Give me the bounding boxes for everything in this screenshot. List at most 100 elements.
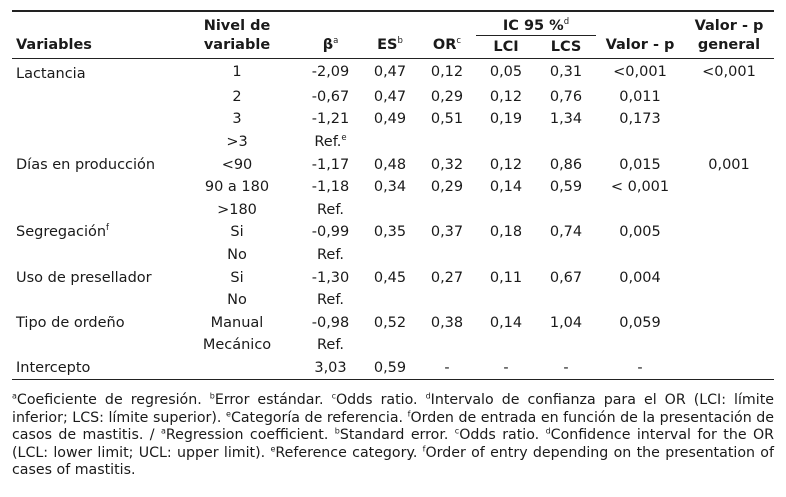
cell-variable (12, 131, 175, 154)
cell-beta: Ref. (316, 201, 344, 218)
cell-variable (12, 289, 175, 312)
cell-variable (12, 244, 175, 267)
cell-p (596, 199, 684, 222)
cell-pg (684, 289, 774, 312)
cell-pg (684, 176, 774, 199)
cell-variable: Días en producción (16, 156, 156, 173)
cell-nivel: Mecánico (202, 337, 272, 354)
cell-es (362, 289, 418, 312)
cell-nivel: 2 (232, 88, 242, 105)
table-row: >180 Ref. (12, 199, 774, 222)
cell-pg (684, 108, 774, 131)
table-row: Mecánico Ref. (12, 334, 774, 357)
cell-lcs: 0,67 (549, 269, 583, 286)
cell-nivel: No (227, 247, 247, 264)
cell-nivel: <90 (221, 156, 253, 173)
table-row: No Ref. (12, 289, 774, 312)
cell-variable (12, 86, 175, 109)
cell-nivel: Si (230, 269, 244, 286)
cell-or: 0,12 (430, 64, 464, 81)
footnote-text: Order of entry depending on the presenta… (12, 444, 774, 479)
cell-es: 0,34 (373, 179, 407, 196)
footnote-text: Orden de entrada en función de la presen… (12, 409, 775, 444)
footnote-marker: f (407, 409, 411, 419)
cell-lci: 0,19 (489, 111, 523, 128)
cell-variable (12, 176, 175, 199)
table-row: Lactancia 1 -2,09 0,47 0,12 0,05 0,31 <0,001 <0,… (12, 59, 774, 86)
regression-table: Nivel de IC 95 %d Valor - p Variables va… (12, 10, 774, 381)
cell-nivel: Manual (210, 314, 264, 331)
header-variables: Variables (12, 35, 175, 59)
footnote-marker: c (331, 391, 336, 401)
cell-beta: -1,18 (311, 179, 350, 196)
cell-lcs: 0,31 (549, 64, 583, 81)
cell-or (418, 244, 476, 267)
cell-lci: 0,14 (489, 179, 523, 196)
cell-or: 0,51 (430, 111, 464, 128)
header-lcs: LCS (536, 35, 596, 59)
cell-lcs (536, 334, 596, 357)
footnote-text: Odds ratio. (459, 427, 546, 444)
cell-pg (684, 244, 774, 267)
cell-p (596, 244, 684, 267)
header-valor-p-general-line2: general (684, 35, 774, 59)
cell-lcs: 0,76 (549, 88, 583, 105)
cell-lci: 0,05 (489, 64, 523, 81)
cell-or: 0,29 (430, 88, 464, 105)
cell-es (362, 199, 418, 222)
cell-variable: Tipo de ordeño (16, 314, 125, 331)
cell-or: - (418, 356, 476, 381)
cell-beta: -1,21 (311, 111, 350, 128)
table-footnotes: aCoeficiente de regresión. bError estánd… (12, 392, 774, 480)
cell-variable (12, 334, 175, 357)
cell-pg (684, 131, 774, 154)
cell-lci: 0,12 (489, 88, 523, 105)
cell-es: 0,47 (373, 88, 407, 105)
cell-or: 0,37 (430, 224, 464, 241)
cell-p: 0,005 (619, 224, 661, 241)
cell-lci: 0,14 (489, 314, 523, 331)
table-row: Uso de presellador Si -1,30 0,45 0,27 0,11 0,6… (12, 266, 774, 289)
cell-lci: - (476, 356, 536, 381)
cell-beta: -1,30 (311, 269, 350, 286)
table-row: 3 -1,21 0,49 0,51 0,19 1,34 0,173 (12, 108, 774, 131)
table-row: Días en producción <90 -1,17 0,48 0,32 0,12 0,… (12, 153, 774, 176)
cell-variable: Intercepto (12, 356, 175, 381)
footnote-text: Standard error. (339, 427, 455, 444)
cell-lci (476, 289, 536, 312)
footnote-marker: e (270, 444, 276, 454)
cell-beta: -1,17 (311, 156, 350, 173)
cell-p (596, 289, 684, 312)
cell-variable: Lactancia (16, 66, 86, 83)
cell-or: 0,38 (430, 314, 464, 331)
cell-pg (684, 86, 774, 109)
header-lci: LCI (476, 35, 536, 59)
footnote-text: Coeficiente de regresión. (16, 392, 210, 409)
table-body: Lactancia 1 -2,09 0,47 0,12 0,05 0,31 <0,001 <0,… (12, 59, 774, 381)
footnote-marker: e (226, 409, 231, 419)
cell-or (418, 334, 476, 357)
header-ic95: IC 95 %d (476, 10, 596, 36)
cell-es: 0,45 (373, 269, 407, 286)
cell-beta: Ref.e (314, 133, 347, 151)
table-row: Segregaciónf Si -0,99 0,35 0,37 0,18 0,74 0,005 (12, 221, 774, 244)
footnote-text: Confidence interval for the OR (LCL: low… (12, 427, 775, 461)
cell-p (596, 131, 684, 154)
cell-nivel: Si (230, 224, 244, 241)
footnote-text: Intervalo de confianza para el OR (LCI: … (12, 392, 774, 426)
footnote-marker: f (422, 444, 426, 454)
cell-beta: -0,98 (311, 314, 350, 331)
cell-or (418, 289, 476, 312)
cell-es: 0,59 (362, 356, 418, 381)
cell-nivel: 90 a 180 (204, 179, 270, 196)
cell-pg (684, 356, 774, 381)
cell-pg (684, 199, 774, 222)
cell-nivel: >180 (217, 201, 257, 218)
cell-variable (12, 108, 175, 131)
header-or: ORc (418, 35, 476, 59)
footnote-marker: c (454, 426, 460, 436)
cell-beta: Ref. (316, 292, 344, 309)
cell-es (362, 131, 418, 154)
cell-variable: Segregaciónf (16, 223, 110, 241)
cell-pg (684, 312, 774, 335)
